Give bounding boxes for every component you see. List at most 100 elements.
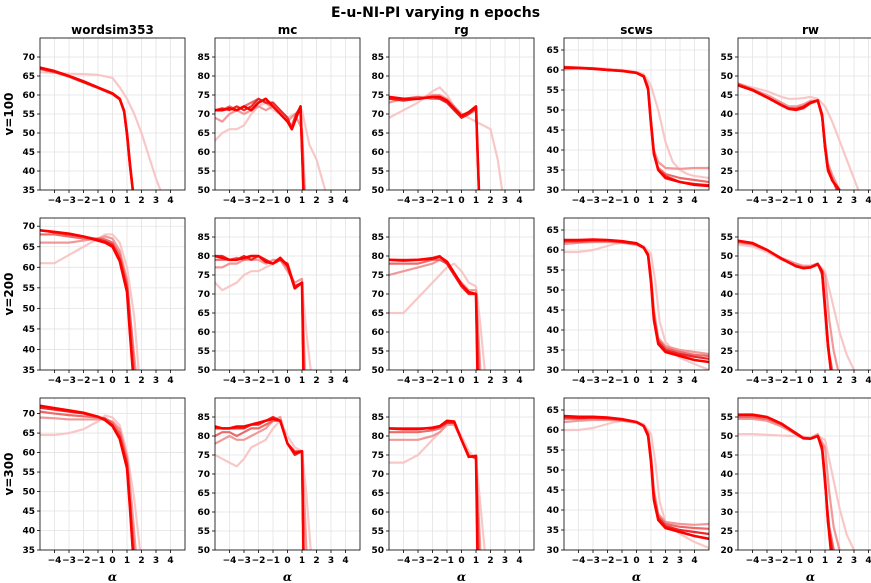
x-tick-label: −2 — [601, 376, 615, 386]
y-tick-label: 85 — [197, 53, 210, 63]
x-tick-label: 3 — [851, 376, 857, 386]
x-tick-label: 3 — [502, 376, 508, 386]
x-tick-label: 3 — [328, 196, 334, 206]
x-tick-label: −1 — [91, 556, 105, 566]
series-group — [40, 229, 140, 370]
x-tick-label: 0 — [633, 196, 639, 206]
panel-v=100-wordsim353: −4 −3 −2 −1 0 1 2 3 4 35 40 45 50 55 60 65 70 — [22, 37, 186, 206]
y-tick-label: 80 — [197, 252, 210, 262]
x-tick-label: 3 — [153, 196, 159, 206]
x-tick-label: 1 — [822, 376, 828, 386]
y-tick-label: 60 — [371, 148, 384, 158]
panel-v=300-wordsim353: −4 −3 −2 −1 0 1 2 3 4 35 40 45 50 55 60 65 70 — [22, 397, 186, 566]
series-line — [215, 415, 308, 550]
x-tick-label: −1 — [789, 196, 803, 206]
y-tick-label: 50 — [546, 286, 559, 296]
x-tick-label: 1 — [822, 196, 828, 206]
y-tick-label: 55 — [371, 167, 384, 177]
x-tick-label: −3 — [237, 376, 251, 386]
x-tick-label: 4 — [167, 376, 173, 386]
y-tick-label: 70 — [197, 470, 210, 480]
column-title-rg: rg — [454, 23, 469, 37]
x-axis-label: α — [108, 570, 117, 583]
x-tick-label: 4 — [342, 556, 348, 566]
x-tick-label: −2 — [426, 196, 440, 206]
figure-title: E-u-NI-PI varying n epochs — [331, 5, 540, 21]
y-tick-label: 40 — [546, 146, 559, 156]
y-tick-label: 45 — [720, 271, 733, 281]
x-tick-label: 2 — [313, 376, 319, 386]
x-tick-label: 2 — [313, 196, 319, 206]
series-group — [738, 239, 856, 370]
y-tick-label: 55 — [720, 413, 733, 423]
row-label-v=200: v=200 — [2, 273, 16, 316]
series-line — [564, 238, 709, 364]
x-tick-label: 3 — [677, 376, 683, 386]
panel-grid: wordsim353 mc rg scws rw v=100 v=200 v=300 α α α α α… — [2, 23, 871, 583]
y-tick-label: 55 — [371, 527, 384, 537]
y-tick-label: 85 — [197, 413, 210, 423]
x-tick-label: 1 — [124, 196, 130, 206]
x-tick-label: 1 — [648, 556, 654, 566]
x-tick-label: −4 — [746, 556, 760, 566]
y-tick-label: 40 — [546, 506, 559, 516]
x-tick-label: 1 — [822, 556, 828, 566]
x-tick-label: 1 — [473, 556, 479, 566]
y-tick-label: 80 — [197, 72, 210, 82]
y-tick-label: 65 — [197, 309, 210, 319]
panel-v=200-wordsim353: −4 −3 −2 −1 0 1 2 3 4 35 40 45 50 55 60 65 70 — [22, 217, 186, 386]
y-tick-label: 85 — [371, 413, 384, 423]
y-tick-label: 85 — [371, 233, 384, 243]
y-tick-label: 75 — [371, 451, 384, 461]
x-tick-label: 3 — [677, 196, 683, 206]
x-axis-label: α — [806, 570, 815, 583]
x-tick-label: −4 — [48, 556, 62, 566]
series-group — [215, 254, 312, 370]
x-tick-label: −2 — [601, 556, 615, 566]
x-tick-label: −2 — [77, 556, 91, 566]
panel-v=100-rw: −4 −3 −2 −1 0 1 2 3 4 20 25 30 35 40 45 50 55 — [720, 37, 871, 206]
x-tick-label: −1 — [91, 196, 105, 206]
x-tick-label: −1 — [789, 376, 803, 386]
y-tick-label: 45 — [22, 148, 35, 158]
x-tick-label: −2 — [252, 196, 266, 206]
y-tick-label: 60 — [22, 449, 35, 459]
y-tick-label: 40 — [22, 345, 35, 355]
x-tick-label: −3 — [237, 556, 251, 566]
x-tick-label: 4 — [342, 196, 348, 206]
x-tick-label: −1 — [789, 556, 803, 566]
y-tick-label: 60 — [371, 328, 384, 338]
x-tick-label: −3 — [237, 196, 251, 206]
series-line — [389, 93, 480, 190]
x-tick-label: −3 — [760, 556, 774, 566]
x-tick-label: 3 — [328, 376, 334, 386]
x-tick-label: −2 — [426, 556, 440, 566]
series-line — [738, 83, 841, 190]
x-tick-label: 4 — [516, 556, 522, 566]
y-tick-label: 35 — [546, 166, 559, 176]
y-tick-label: 50 — [720, 432, 733, 442]
y-tick-label: 50 — [22, 488, 35, 498]
y-tick-label: 65 — [546, 46, 559, 56]
y-tick-label: 35 — [720, 489, 733, 499]
x-tick-label: −2 — [252, 376, 266, 386]
column-title-wordsim353: wordsim353 — [71, 23, 154, 37]
x-tick-label: 2 — [138, 196, 144, 206]
y-tick-label: 60 — [22, 91, 35, 101]
x-tick-label: −1 — [266, 376, 280, 386]
y-tick-label: 65 — [371, 129, 384, 139]
y-tick-label: 45 — [720, 91, 733, 101]
y-tick-label: 65 — [22, 243, 35, 253]
series-group — [215, 97, 327, 190]
x-tick-label: −3 — [62, 196, 76, 206]
y-tick-label: 70 — [22, 53, 35, 63]
y-tick-label: 25 — [720, 527, 733, 537]
x-tick-label: −2 — [601, 196, 615, 206]
x-tick-label: −4 — [572, 556, 586, 566]
x-tick-label: −2 — [775, 196, 789, 206]
panel-v=200-rg: −4 −3 −2 −1 0 1 2 3 4 50 55 60 65 70 75 80 85 — [371, 217, 535, 386]
column-title-rw: rw — [802, 23, 819, 37]
x-tick-label: 2 — [487, 196, 493, 206]
series-line — [40, 229, 135, 370]
x-tick-label: −3 — [760, 376, 774, 386]
